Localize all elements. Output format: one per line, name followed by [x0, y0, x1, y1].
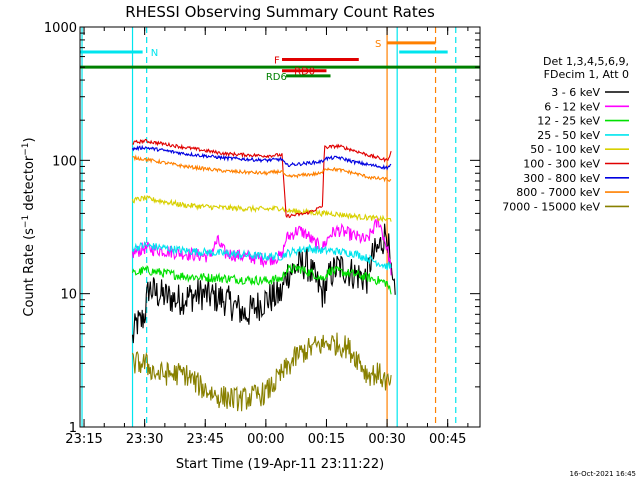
series-line — [132, 138, 392, 219]
legend-entry-label: 3 - 6 keV — [551, 86, 600, 99]
flag-label: F — [274, 56, 280, 67]
legend-entry-label: 100 - 300 keV — [523, 158, 600, 171]
y-tick-label: 1000 — [44, 21, 77, 36]
legend-header-line-1: Det 1,3,4,5,6,9, — [543, 55, 629, 68]
series-line — [132, 154, 392, 183]
x-tick-label: 23:30 — [126, 432, 163, 447]
x-axis-label: Start Time (19-Apr-11 23:11:22) — [176, 457, 384, 472]
legend-entry-label: 12 - 25 keV — [537, 115, 600, 128]
y-axis-label-sup2: −1 — [21, 142, 31, 155]
legend-header-line-2: FDecim 1, Att 0 — [544, 68, 629, 81]
series-line — [131, 223, 396, 344]
footer-timestamp: 16-Oct-2021 16:45 — [570, 470, 636, 478]
x-tick-label: 00:15 — [308, 432, 345, 447]
series-line — [131, 217, 392, 276]
series-line — [131, 332, 392, 412]
y-tick-label: 1 — [69, 421, 77, 436]
y-axis-label: Count Rate (s−1 detector−1) — [21, 137, 37, 316]
series-line — [131, 144, 392, 171]
legend-entry-label: 50 - 100 keV — [530, 143, 600, 156]
series-line — [131, 241, 392, 271]
flag-label: S — [375, 39, 381, 50]
y-axis-label-base: Count Rate (s — [22, 228, 37, 317]
y-tick-label: 100 — [52, 154, 77, 169]
legend-entry-label: 800 - 7000 keV — [516, 186, 600, 199]
y-tick-label: 10 — [60, 288, 77, 303]
x-tick-label: 00:30 — [368, 432, 405, 447]
flag-label: N — [151, 48, 158, 59]
x-tick-label: 00:00 — [247, 432, 284, 447]
legend-entry-label: 300 - 800 keV — [523, 172, 600, 185]
legend-entry-label: 25 - 50 keV — [537, 129, 600, 142]
flag-label: RD0 — [294, 67, 315, 78]
legend-entry-label: 6 - 12 keV — [544, 100, 600, 113]
x-tick-label: 23:45 — [187, 432, 224, 447]
axis-frame — [79, 26, 481, 428]
series-line — [131, 195, 392, 223]
x-tick-label: 23:15 — [65, 432, 102, 447]
flag-label: RD6 — [266, 72, 287, 83]
chart-title: RHESSI Observing Summary Count Rates — [125, 3, 435, 21]
y-axis-label-end: ) — [22, 137, 37, 142]
x-tick-label: 00:45 — [429, 432, 466, 447]
y-axis-label-mid: detector — [22, 155, 37, 215]
plot-area: N F RD0 RD6 S 23:15 23:30 23:45 00:00 00:15 00:30 0… — [44, 21, 481, 447]
series-line — [131, 263, 392, 295]
y-axis-label-sup1: −1 — [21, 215, 31, 228]
legend-entry-label: 7000 - 15000 keV — [502, 200, 600, 213]
